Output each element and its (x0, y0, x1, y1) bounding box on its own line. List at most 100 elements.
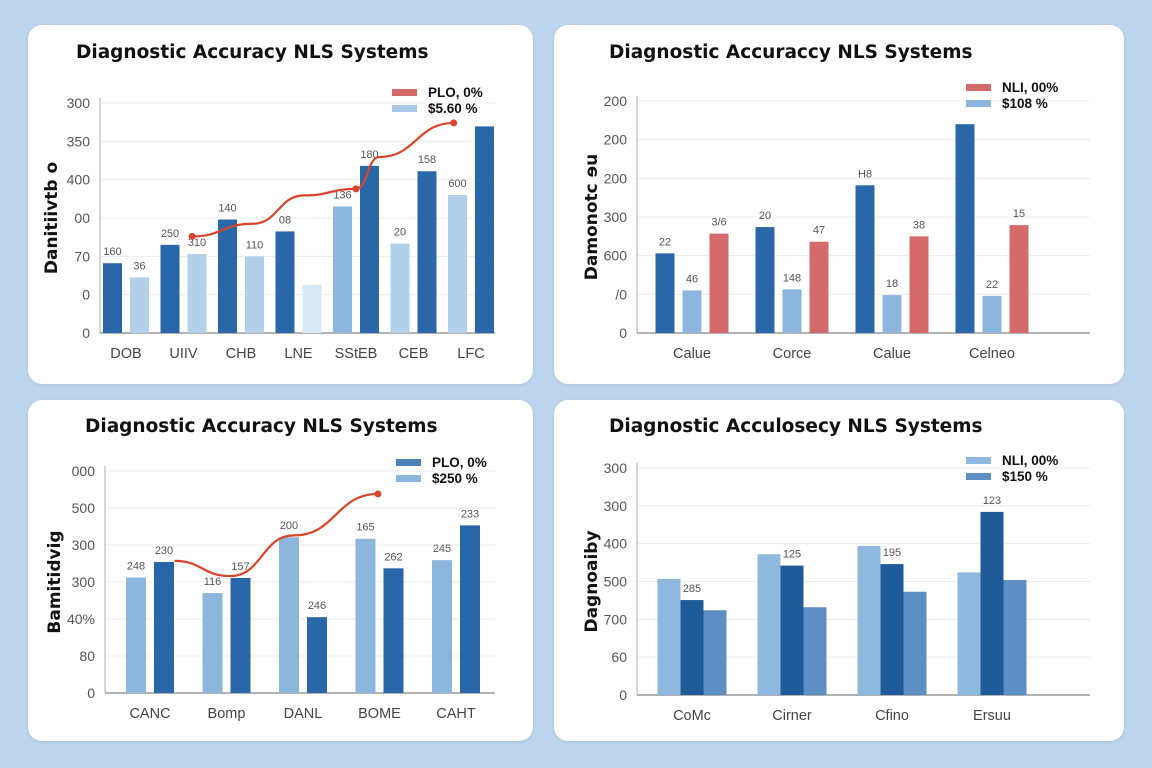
bar (982, 295, 1002, 333)
data-label: 195 (883, 547, 901, 559)
chart-title: Diagnostic Acculosecy NLS Systems (609, 416, 983, 437)
data-label: 285 (683, 583, 701, 595)
bar (955, 124, 975, 333)
data-label: 160 (103, 246, 121, 258)
legend-label: PLO, 0% (432, 455, 487, 470)
bar (475, 126, 494, 333)
x-tick-label: Corce (773, 346, 812, 362)
x-tick-label: BOME (358, 706, 401, 722)
x-tick-label: Calue (673, 346, 711, 362)
chart-title: Diagnostic Accuracy NLS Systems (76, 42, 429, 63)
x-tick-label: Cirner (772, 708, 812, 724)
bar (275, 231, 295, 333)
y-tick-label: 300 (604, 209, 628, 225)
trend-line-marker (188, 232, 196, 240)
y-tick-label: 0 (82, 287, 90, 303)
trend-line (174, 492, 378, 578)
chart-title: Diagnostic Accuracy NLS Systems (85, 416, 438, 437)
bar (390, 243, 410, 333)
bar (680, 600, 704, 695)
bar (126, 577, 146, 693)
data-label: 46 (686, 273, 698, 285)
data-label: 22 (659, 236, 671, 248)
x-tick-label: Bomp (208, 706, 246, 722)
trend-line-marker (374, 490, 382, 498)
bar (857, 545, 881, 695)
legend-swatch (966, 473, 991, 480)
bar (780, 565, 804, 695)
bar (809, 241, 829, 333)
bar (460, 525, 480, 693)
x-tick-label: CAHT (436, 706, 476, 722)
bar (130, 277, 149, 333)
y-tick-label: 200 (604, 170, 628, 186)
legend-swatch (396, 459, 421, 466)
y-tick-label: /0 (615, 286, 627, 302)
chart-3: Diagnostic Acculosecy NLS Systems Dagnoai… (582, 416, 1090, 724)
y-axis-label: Bamitidvig (45, 530, 65, 633)
legend-swatch (966, 457, 991, 464)
data-label: 38 (913, 219, 925, 231)
chart-1: Diagnostic Accuraccy NLS Systems Damonotc… (582, 42, 1090, 362)
bar (1003, 579, 1027, 695)
y-tick-label: 80 (79, 648, 95, 664)
x-tick-label: CANC (129, 706, 170, 722)
y-tick-label: 400 (604, 536, 628, 552)
y-tick-label: 400 (67, 172, 91, 188)
data-label: 248 (127, 561, 145, 573)
bar (383, 568, 404, 693)
data-label: 116 (204, 576, 222, 588)
y-tick-label: 0 (82, 325, 90, 341)
bar (855, 185, 875, 333)
legend-label: NLI, 00% (1002, 80, 1058, 95)
legend-swatch (392, 89, 417, 96)
y-tick-label: 0 (619, 325, 627, 341)
x-tick-label: DOB (110, 346, 141, 362)
bar (448, 195, 467, 333)
bar (709, 233, 729, 333)
data-label: 158 (418, 154, 436, 166)
bar (279, 537, 299, 693)
data-label: 245 (433, 543, 451, 555)
data-label: 230 (155, 545, 173, 557)
y-axis-label: Dagnoaiby (582, 530, 602, 632)
y-tick-label: 200 (604, 132, 628, 148)
x-tick-label: Cfino (875, 708, 909, 724)
data-label: 165 (356, 522, 374, 534)
data-label: 310 (188, 237, 206, 249)
y-tick-label: 200 (604, 93, 628, 109)
y-axis-label: Danitiivtb o (42, 162, 62, 274)
y-tick-label: 70 (74, 248, 90, 264)
y-tick-label: 300 (72, 574, 96, 590)
data-label: 15 (1013, 208, 1025, 220)
chart-2: Diagnostic Accuracy NLS Systems Bamitidvi… (45, 416, 495, 722)
bar (1009, 225, 1029, 333)
data-label: 110 (246, 239, 264, 251)
data-label: 600 (448, 178, 466, 190)
chart-title: Diagnostic Accuraccy NLS Systems (609, 42, 972, 63)
x-tick-label: Celneo (969, 346, 1015, 362)
bar (432, 560, 452, 693)
y-tick-label: 000 (72, 463, 96, 479)
legend-label: NLI, 00% (1002, 453, 1058, 468)
bar (202, 593, 223, 693)
y-axis-label: Damonotc ɘu (582, 154, 602, 281)
y-tick-label: 40% (67, 611, 95, 627)
bar (755, 227, 775, 333)
data-label: H8 (858, 168, 872, 180)
legend-swatch (396, 475, 421, 482)
bar (360, 165, 379, 333)
legend-label: $150 % (1002, 469, 1048, 484)
y-tick-label: 0 (87, 685, 95, 701)
bar (757, 554, 781, 695)
data-label: 157 (231, 561, 249, 573)
trend-line-marker (450, 119, 458, 127)
bar (909, 236, 929, 333)
bar (682, 290, 702, 333)
bar (880, 564, 904, 695)
data-label: 123 (983, 495, 1001, 507)
bar (957, 572, 981, 695)
chart-panel-bottom-right (554, 400, 1124, 741)
bar (333, 206, 352, 333)
data-label: 20 (759, 210, 771, 222)
